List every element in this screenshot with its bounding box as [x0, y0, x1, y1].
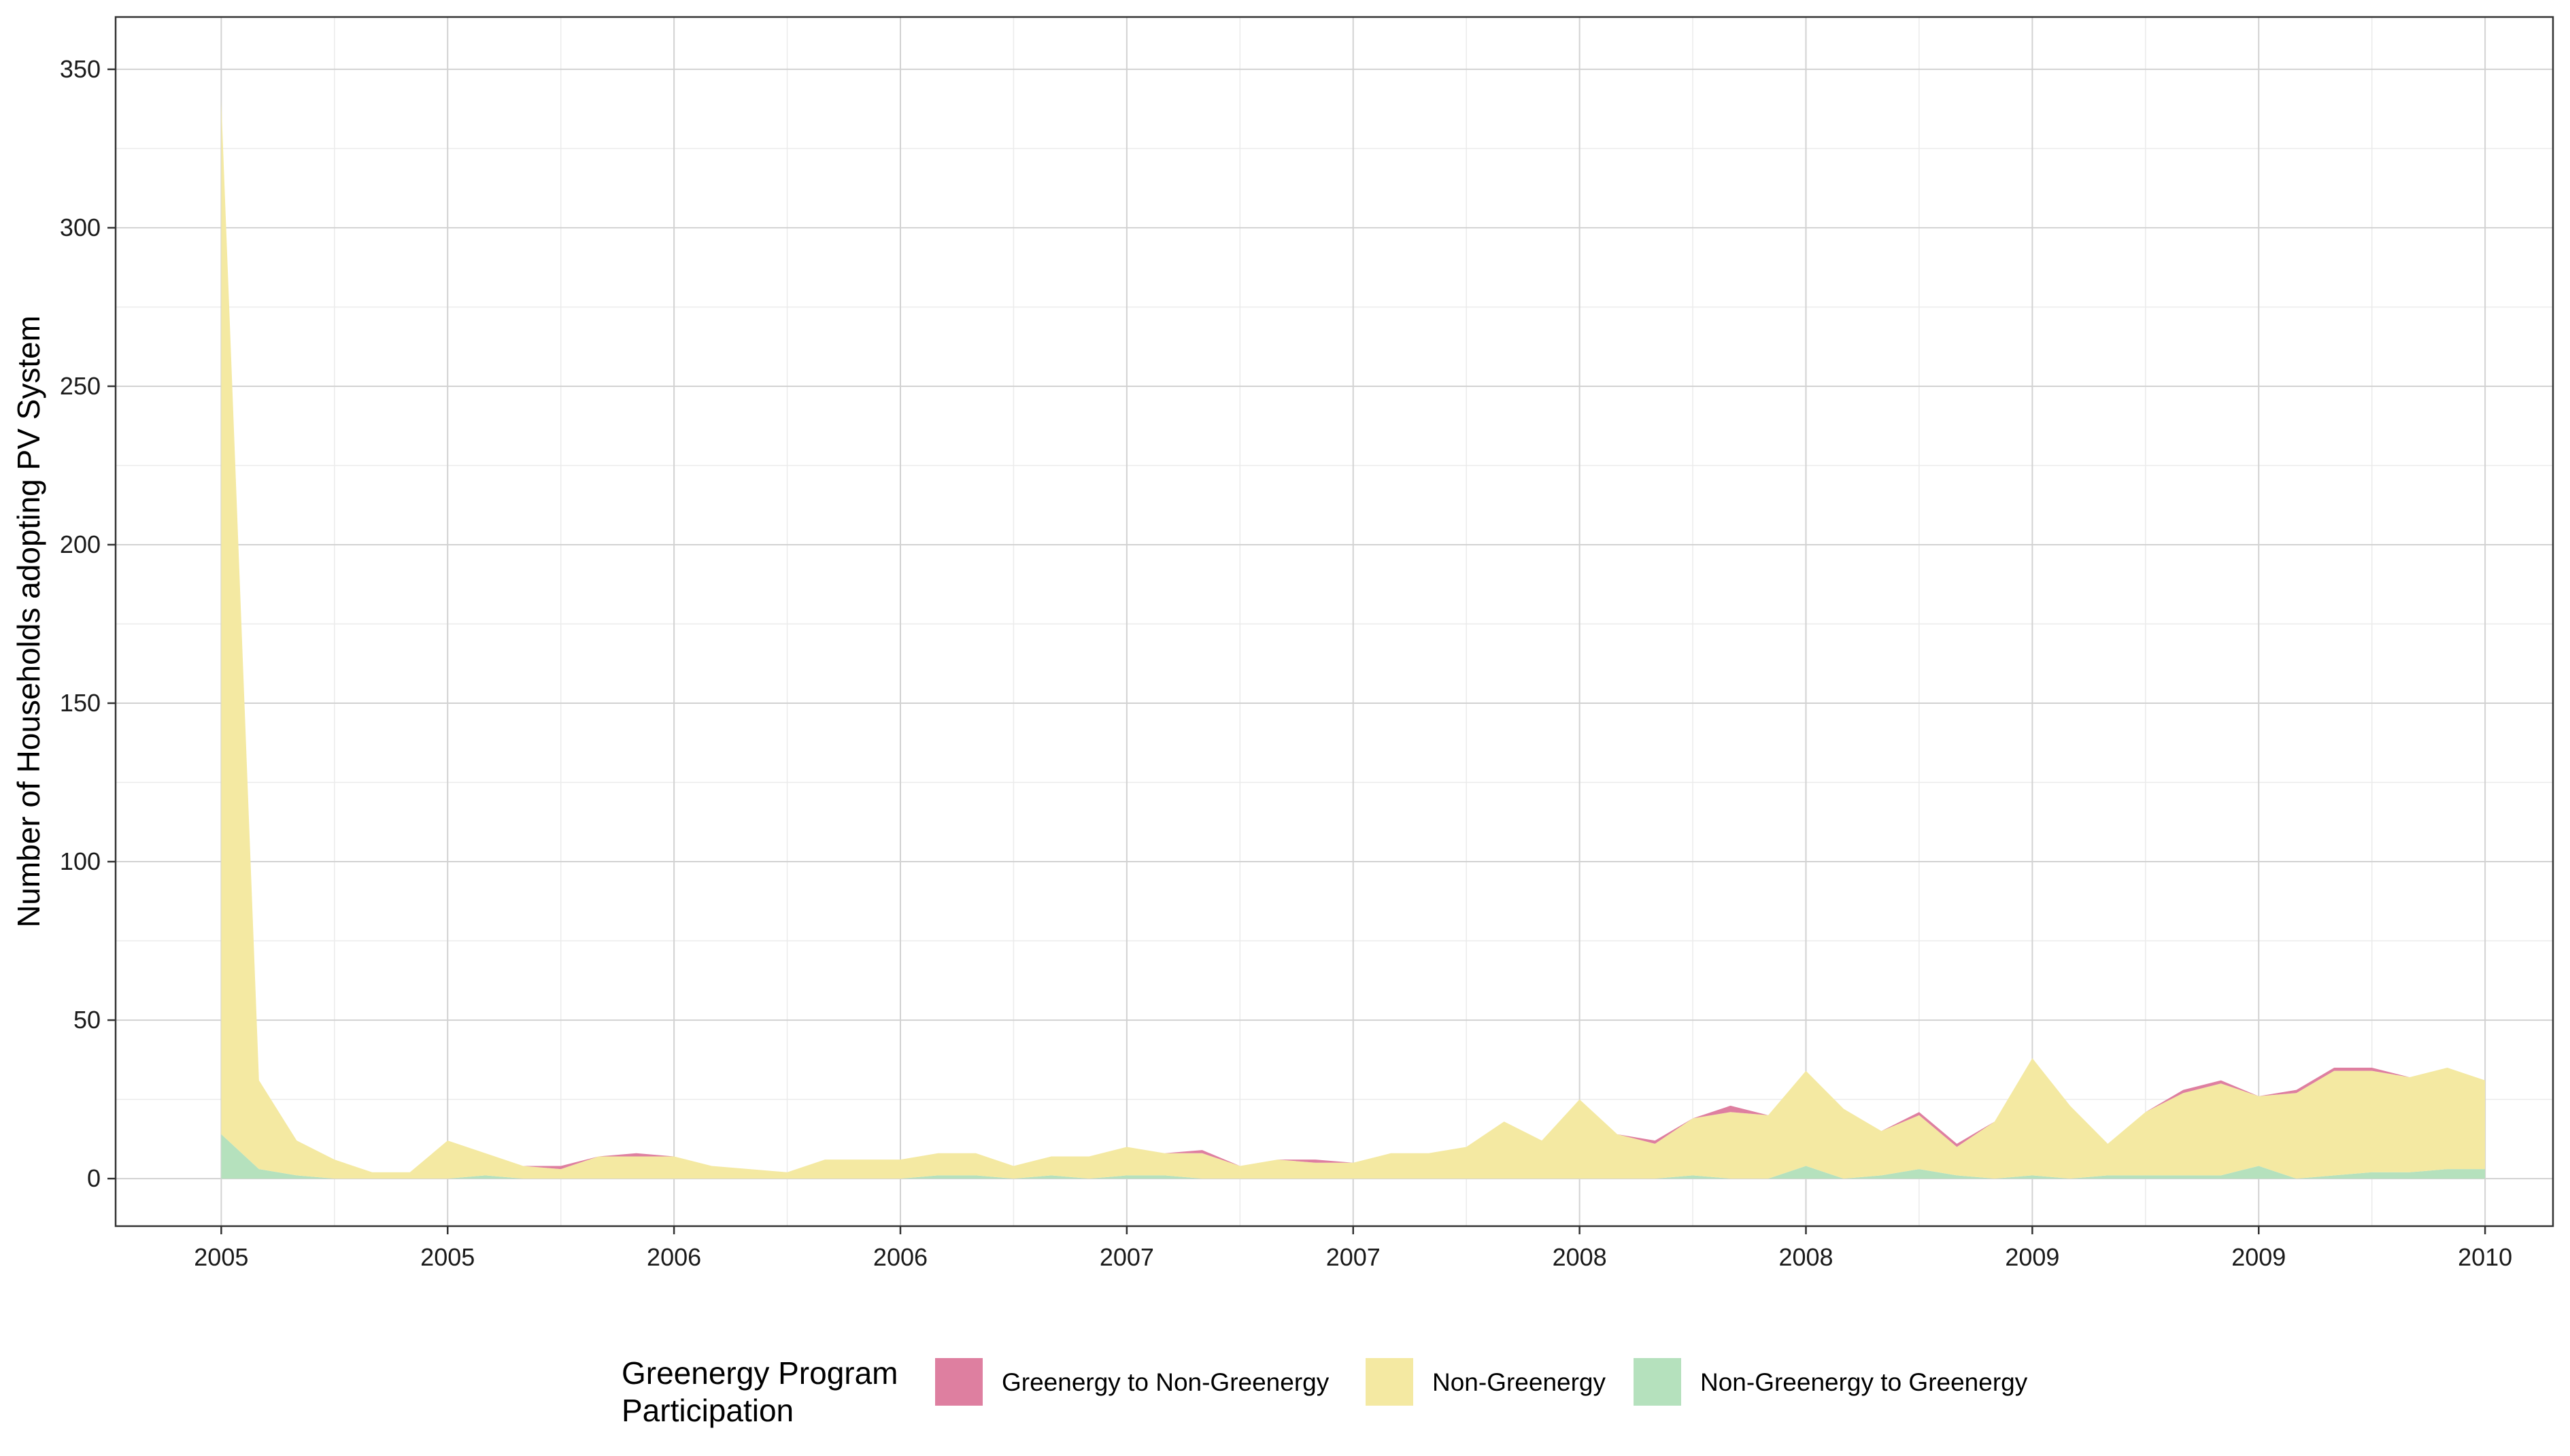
x-tick-label: 2005	[194, 1243, 248, 1271]
legend-keys: Greenergy to Non-Greenergy Non-Greenergy N…	[935, 1358, 2028, 1406]
legend-title-line: Participation	[622, 1393, 794, 1428]
legend-label-non-greenergy-to-greenergy: Non-Greenergy to Greenergy	[1700, 1368, 2028, 1396]
x-tick-label: 2008	[1778, 1243, 1833, 1271]
minor-gridlines	[116, 17, 2553, 1226]
plot-background	[116, 17, 2553, 1226]
y-tick-label: 250	[60, 372, 101, 400]
x-tick-label: 2009	[2005, 1243, 2059, 1271]
legend-title-line: Greenergy Program	[622, 1355, 898, 1391]
x-axis: 2005 2005 2006 2006 2007 2007 2008 2008 2009 2009…	[194, 1226, 2512, 1271]
x-tick-label: 2007	[1100, 1243, 1154, 1271]
x-tick-label: 2010	[2458, 1243, 2512, 1271]
legend-title: Greenergy Program Participation	[622, 1355, 898, 1428]
x-tick-label: 2007	[1326, 1243, 1381, 1271]
y-axis-title: Number of Households adopting PV System	[11, 316, 46, 928]
y-tick-label: 200	[60, 530, 101, 558]
x-tick-label: 2006	[873, 1243, 928, 1271]
legend-key-non-greenergy	[1366, 1358, 1413, 1406]
legend-label-greenergy-to-non-greenergy: Greenergy to Non-Greenergy	[1002, 1368, 1330, 1396]
y-tick-label: 300	[60, 214, 101, 241]
y-tick-label: 100	[60, 847, 101, 875]
legend: Greenergy Program Participation Greenergy…	[622, 1355, 2028, 1428]
area-non-greenergy-to-greenergy	[221, 1134, 2486, 1179]
x-tick-label: 2009	[2231, 1243, 2286, 1271]
x-tick-label: 2005	[420, 1243, 475, 1271]
legend-label-non-greenergy: Non-Greenergy	[1432, 1368, 1606, 1396]
legend-key-greenergy-to-non-greenergy	[935, 1358, 983, 1406]
x-tick-label: 2008	[1553, 1243, 1607, 1271]
legend-key-non-greenergy-to-greenergy	[1634, 1358, 1681, 1406]
plot-panel-border	[114, 16, 2554, 1228]
y-tick-label: 150	[60, 689, 101, 717]
y-tick-label: 350	[60, 55, 101, 83]
y-tick-label: 0	[87, 1164, 101, 1192]
stacked-areas	[221, 101, 2486, 1179]
y-tick-label: 50	[73, 1006, 101, 1034]
y-axis: 0 50 100 150 200 250 300 350	[60, 55, 116, 1192]
x-tick-label: 2006	[647, 1243, 701, 1271]
major-gridlines	[116, 17, 2553, 1226]
